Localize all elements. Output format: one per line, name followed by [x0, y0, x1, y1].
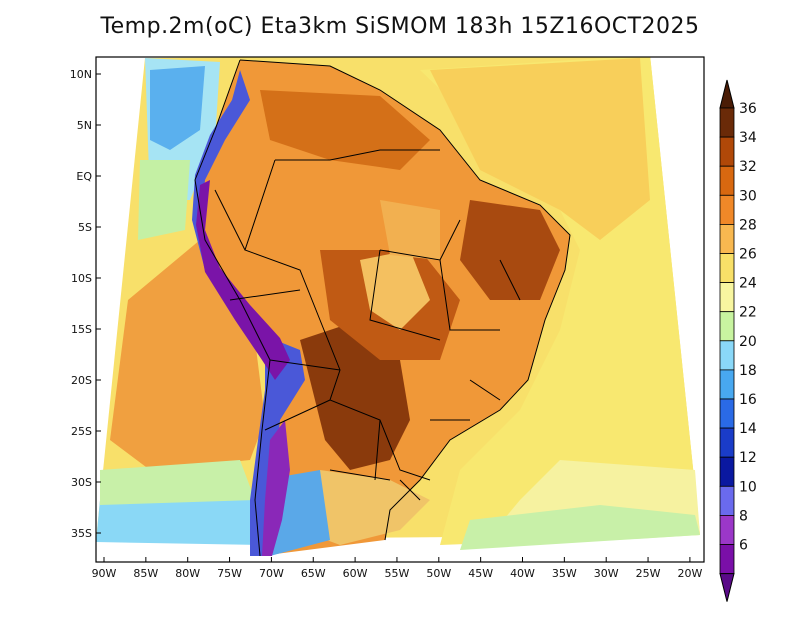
colorbar-box [719, 398, 735, 429]
lon-label: 40W [510, 567, 535, 580]
colorbar-label: 34 [739, 130, 757, 146]
lon-label: 90W [92, 567, 117, 580]
lon-label: 20W [677, 567, 702, 580]
pacific-north-cold [150, 66, 205, 150]
pacific-green [138, 160, 190, 240]
lat-label: 15S [71, 323, 92, 336]
colorbar-label: 6 [739, 538, 748, 554]
lat-label: 10S [71, 272, 92, 285]
longitude-axis: 90W 85W 80W 75W 70W 65W 60W 55W 50W 45W 40W 35W 30W 2… [92, 557, 702, 580]
hot-core-east [460, 200, 560, 300]
mild-amazon [380, 200, 440, 260]
colorbar-label: 30 [739, 188, 757, 204]
lat-label: 5S [78, 221, 92, 234]
lat-label: 30S [71, 476, 92, 489]
colorbar-box [719, 194, 735, 225]
colorbar-label: 20 [739, 334, 757, 350]
colorbar-label: 16 [739, 392, 757, 408]
latitude-axis: 10N 5N EQ 5S 10S 15S 20S 25S 30S 35S [70, 68, 101, 540]
lon-label: 50W [426, 567, 451, 580]
colorbar-box [719, 282, 735, 313]
colorbar-label: 28 [739, 217, 757, 233]
colorbar-box [719, 107, 735, 138]
atlantic-warm-band [430, 58, 650, 240]
lon-label: 60W [343, 567, 368, 580]
colorbar-arrow-high [719, 79, 735, 109]
colorbar-label: 10 [739, 479, 757, 495]
colorbar-box [719, 369, 735, 400]
lat-label: 10N [70, 68, 92, 81]
andes-coldest [196, 180, 290, 380]
lon-label: 45W [468, 567, 493, 580]
lon-label: 25W [636, 567, 661, 580]
colorbar-box [719, 340, 735, 371]
colorbar-box [719, 253, 735, 284]
map-frame [95, 56, 705, 563]
andean-borders [214, 189, 341, 431]
colorbar-box [719, 427, 735, 458]
lon-label: 65W [301, 567, 326, 580]
pacific-south-mid [100, 460, 255, 505]
colorbar-box [719, 223, 735, 254]
lon-label: 80W [175, 567, 200, 580]
map-title: Temp.2m(oC) Eta3km SiSMOM 183h 15Z16OCT2… [100, 14, 700, 39]
colorbar-label: 18 [739, 363, 757, 379]
colorbar-box [719, 311, 735, 342]
lat-label: 25S [71, 425, 92, 438]
colorbar-box [719, 456, 735, 487]
colorbar-box [719, 544, 735, 575]
colorbar-label: 32 [739, 159, 757, 175]
colorbar-label: 12 [739, 450, 757, 466]
colorbar-boxes [719, 79, 735, 602]
lon-label: 85W [133, 567, 158, 580]
colorbar-label: 14 [739, 421, 757, 437]
colorbar-labels: 36 34 32 30 28 26 24 22 20 18 16 14 12 10 8 6 [739, 101, 757, 554]
colorbar-box [719, 515, 735, 545]
lat-label: 5N [77, 119, 92, 132]
colorbar-box [719, 485, 735, 516]
lat-label: 20S [71, 374, 92, 387]
southern-cone-borders [329, 419, 421, 501]
colorbar-box [719, 165, 735, 196]
colorbar-arrow-low [719, 573, 735, 602]
country-borders [194, 59, 571, 557]
andes-south-coldest [262, 420, 290, 556]
atlantic-south-cold [460, 505, 700, 550]
lon-label: 75W [217, 567, 242, 580]
colorbar-box [719, 136, 735, 167]
pacific-coast [194, 59, 271, 557]
south-cool-region [300, 470, 430, 545]
coastline [239, 59, 571, 541]
lon-label: 55W [385, 567, 410, 580]
lon-label: 35W [552, 567, 577, 580]
colorbar-label: 8 [739, 508, 748, 524]
lon-label: 30W [594, 567, 619, 580]
colorbar-label: 22 [739, 305, 757, 321]
data-field [96, 57, 700, 557]
lon-label: 70W [259, 567, 284, 580]
brazil-states [369, 219, 521, 421]
colorbar-label: 26 [739, 247, 757, 263]
lat-label: 35S [71, 527, 92, 540]
colorbar-label: 24 [739, 276, 757, 292]
colorbar-label: 36 [739, 101, 757, 117]
lat-label: EQ [76, 170, 92, 183]
